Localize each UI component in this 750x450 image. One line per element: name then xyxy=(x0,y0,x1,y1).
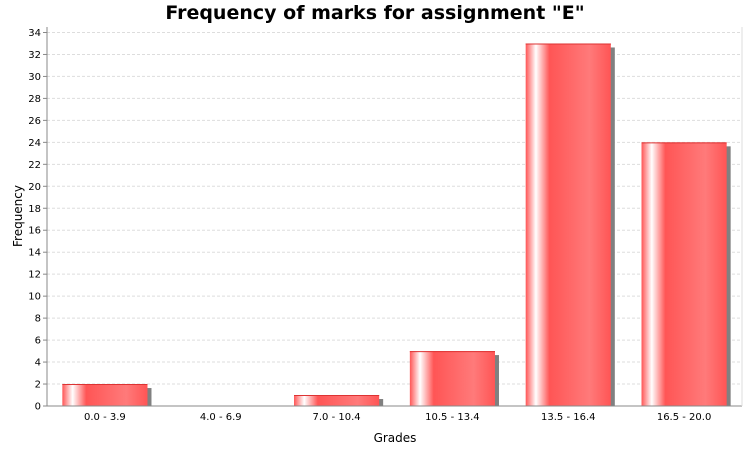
grid-lines xyxy=(47,31,742,385)
y-tick-label: 22 xyxy=(28,160,41,171)
y-tick-label: 32 xyxy=(28,50,41,61)
x-tick-label: 16.5 - 20.0 xyxy=(657,412,712,423)
y-tick-label: 30 xyxy=(28,72,41,83)
y-tick-label: 16 xyxy=(28,226,41,237)
bar xyxy=(294,395,380,406)
y-tick-label: 0 xyxy=(35,402,41,413)
x-axis-label: Grades xyxy=(374,431,417,445)
x-tick-label: 0.0 - 3.9 xyxy=(84,412,126,423)
bars xyxy=(62,43,731,406)
y-tick-label: 20 xyxy=(28,182,41,193)
x-tick-label: 10.5 - 13.4 xyxy=(425,412,480,423)
y-tick-label: 26 xyxy=(28,116,41,127)
y-tick-label: 4 xyxy=(35,358,41,369)
bar xyxy=(525,43,611,406)
y-tick-label: 8 xyxy=(35,314,41,325)
y-tick-label: 10 xyxy=(28,292,41,303)
bar xyxy=(62,384,148,406)
x-tick-label: 13.5 - 16.4 xyxy=(541,412,596,423)
x-tick-label: 4.0 - 6.9 xyxy=(200,412,242,423)
chart-title: Frequency of marks for assignment "E" xyxy=(165,2,585,24)
y-tick-label: 34 xyxy=(28,28,41,39)
y-tick-label: 6 xyxy=(35,336,41,347)
y-tick-label: 18 xyxy=(28,204,41,215)
x-tick-label: 7.0 - 10.4 xyxy=(313,412,361,423)
bar xyxy=(641,142,727,406)
y-tick-label: 28 xyxy=(28,94,41,105)
y-tick-label: 24 xyxy=(28,138,41,149)
y-tick-label: 12 xyxy=(28,270,41,281)
bar xyxy=(409,351,495,406)
y-tick-label: 2 xyxy=(35,380,41,391)
y-axis-label: Frequency xyxy=(11,185,25,247)
y-tick-label: 14 xyxy=(28,248,41,259)
